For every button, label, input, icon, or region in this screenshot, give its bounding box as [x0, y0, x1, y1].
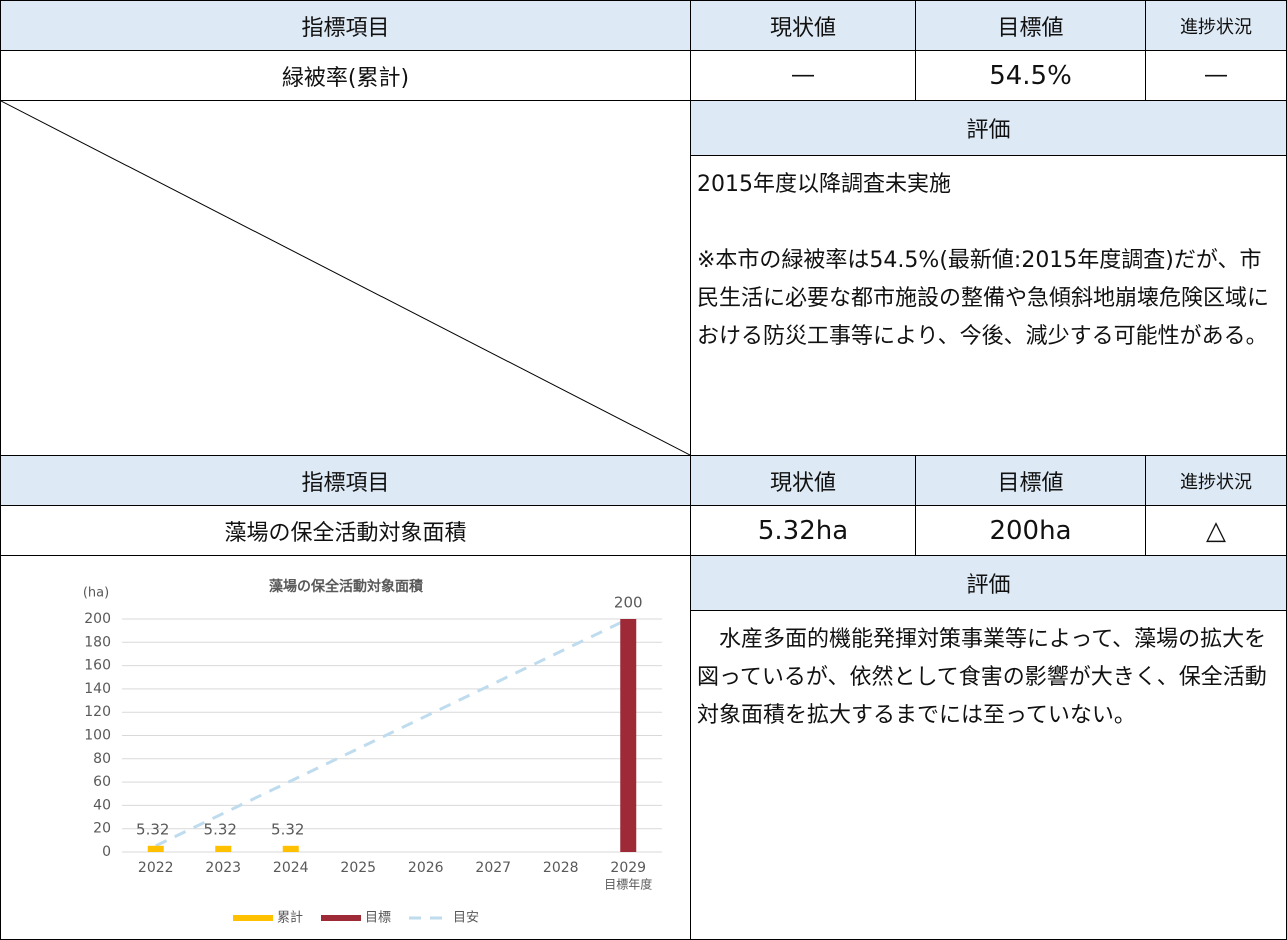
legend-label: 累計	[277, 910, 303, 926]
paragraph: 水産多面的機能発揮対策事業等によって、藻場の拡大を図っているが、依然として食害の…	[697, 627, 1267, 728]
evaluation-text: 水産多面的機能発揮対策事業等によって、藻場の拡大を図っているが、依然として食害の…	[690, 610, 1287, 940]
header-cell: 現状値	[690, 0, 916, 51]
y-tick-label: 120	[84, 704, 111, 720]
evaluation-text: 2015年度以降調査未実施 ※本市の緑被率は54.5%(最新値:2015年度調査…	[690, 155, 1287, 456]
x-tick-label: 2029	[610, 860, 646, 876]
cell: 緑被率(累計)	[0, 50, 691, 101]
y-tick-label: 0	[102, 844, 111, 860]
bar	[282, 845, 299, 852]
header-cell: 目標値	[915, 455, 1146, 506]
x-tick-label: 2023	[205, 860, 241, 876]
x-tick-label: 2025	[340, 860, 376, 876]
value-label: 5.32	[271, 820, 304, 838]
y-unit: (ha)	[83, 586, 109, 601]
header-cell: 進捗状況	[1145, 455, 1287, 506]
y-tick-label: 140	[84, 681, 111, 697]
x-tick-label: 2028	[543, 860, 579, 876]
header-cell: 指標項目	[0, 0, 691, 51]
bar	[620, 619, 637, 852]
chart-title: 藻場の保全活動対象面積	[269, 578, 424, 595]
y-tick-label: 60	[93, 774, 111, 790]
guide-line	[155, 617, 629, 848]
header-cell: 目標値	[915, 0, 1146, 51]
paragraph: 2015年度以降調査未実施	[697, 172, 951, 197]
cell: ―	[690, 50, 916, 101]
paragraph: ※本市の緑被率は54.5%(最新値:2015年度調査)だが、市民生活に必要な都市…	[697, 248, 1270, 349]
x-tick-label: 2027	[475, 860, 511, 876]
bar	[215, 845, 232, 852]
evaluation-header: 評価	[690, 100, 1287, 156]
y-tick-label: 200	[84, 611, 111, 627]
header-cell: 現状値	[690, 455, 916, 506]
chart: 藻場の保全活動対象面積 (ha) 0 20 40 60 80 100 120 140 160 18…	[83, 578, 662, 926]
cell: 54.5%	[915, 50, 1146, 101]
cell: ―	[1145, 50, 1287, 101]
legend-label: 目標	[365, 911, 391, 926]
y-tick-label: 40	[93, 797, 111, 813]
cell: 藻場の保全活動対象面積	[0, 505, 691, 556]
y-tick-label: 100	[84, 728, 111, 744]
value-label: 200	[614, 594, 643, 612]
legend-label: 目安	[453, 911, 479, 926]
value-label: 5.32	[204, 820, 237, 838]
header-cell: 進捗状況	[1145, 0, 1287, 51]
evaluation-header: 評価	[690, 555, 1287, 611]
y-tick-label: 180	[84, 634, 111, 650]
y-tick-label: 80	[93, 751, 111, 767]
bar	[147, 845, 164, 852]
x-tick-note: 目標年度	[604, 877, 652, 892]
x-tick-label: 2022	[138, 860, 174, 876]
y-tick-label: 160	[84, 658, 111, 674]
cell: 200ha	[915, 505, 1146, 556]
cell: △	[1145, 505, 1287, 556]
diagonal	[1, 101, 690, 455]
x-tick-label: 2024	[273, 860, 309, 876]
x-tick-label: 2026	[408, 860, 444, 876]
cell: 5.32ha	[690, 505, 916, 556]
chart-cell: 藻場の保全活動対象面積 (ha) 0 20 40 60 80 100 120 140 160 18…	[0, 555, 691, 940]
header-cell: 指標項目	[0, 455, 691, 506]
value-label: 5.32	[136, 820, 169, 838]
y-tick-label: 20	[93, 821, 111, 837]
diagonal-cell	[0, 100, 691, 456]
